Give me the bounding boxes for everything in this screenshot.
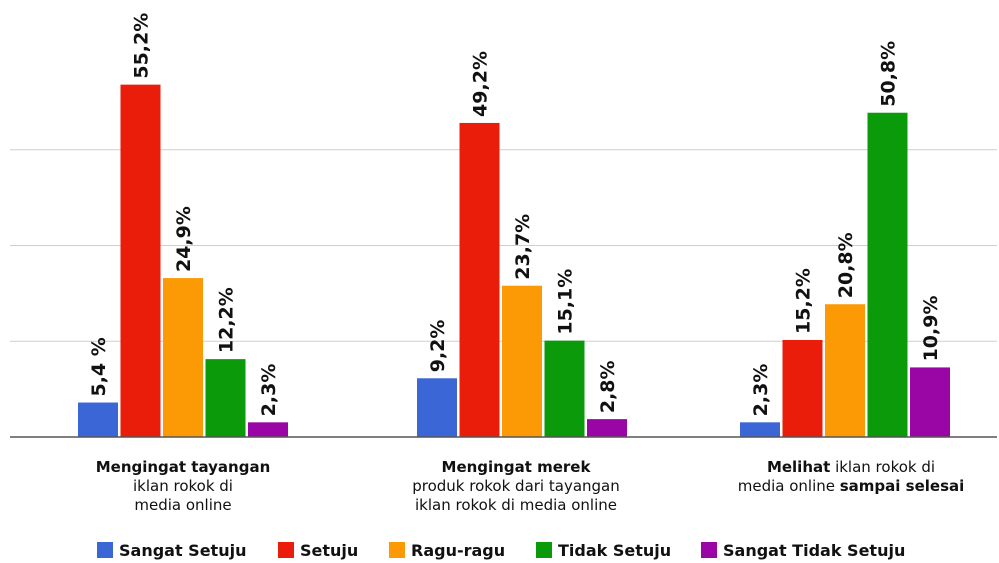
bar-sangat-tidak-setuju-3: [910, 367, 950, 437]
bar-sangat-setuju-3: [740, 422, 780, 437]
bar-value-label: 9,2%: [427, 320, 449, 373]
legend-item-sangat-tidak-setuju: Sangat Tidak Setuju: [701, 541, 905, 560]
legend-label: Setuju: [300, 541, 358, 560]
legend-swatch: [278, 542, 294, 558]
bar-ragu-ragu-1: [163, 278, 203, 437]
category-label-line: iklan rokok di: [133, 477, 233, 495]
bar-sangat-tidak-setuju-1: [248, 422, 288, 437]
legend-label: Sangat Tidak Setuju: [723, 541, 905, 560]
bar-value-labels: 5,4 % 9,2% 2,3% 55,2% 49,2% 15,2% 24,9% 23,7% 20…: [88, 13, 942, 417]
bar-value-label: 2,3%: [750, 364, 772, 417]
bar-tidak-setuju-3: [867, 112, 908, 437]
category-label-line: media online sampai selesai: [738, 477, 965, 495]
bar-ragu-ragu-3: [825, 304, 865, 437]
category-label-line: Mengingat merek: [442, 458, 592, 476]
legend-swatch: [536, 542, 552, 558]
bar-value-label: 2,3%: [258, 364, 280, 417]
bar-value-label: 49,2%: [470, 51, 492, 117]
bar-setuju-3: [782, 339, 823, 437]
bar-tidak-setuju-2: [544, 340, 585, 437]
bar-sangat-tidak-setuju-2: [587, 419, 627, 437]
legend-item-tidak-setuju: Tidak Setuju: [536, 541, 671, 560]
legend: Sangat Setuju Setuju Ragu-ragu Tidak Setuju…: [97, 541, 905, 560]
legend-label: Ragu-ragu: [411, 541, 505, 560]
bars: [78, 84, 950, 437]
bar-setuju-2: [459, 122, 500, 437]
bar-tidak-setuju-1: [205, 359, 246, 437]
bar-value-label: 24,9%: [173, 206, 195, 272]
legend-swatch: [701, 542, 717, 558]
category-label-line: media online: [134, 496, 231, 514]
bar-ragu-ragu-2: [502, 285, 542, 437]
bar-value-label: 23,7%: [512, 214, 534, 280]
bar-value-label: 55,2%: [131, 13, 153, 79]
bar-value-label: 5,4 %: [88, 337, 110, 396]
legend-swatch: [97, 542, 113, 558]
bar-setuju-1: [120, 84, 161, 437]
legend-item-ragu-ragu: Ragu-ragu: [389, 541, 505, 560]
bar-value-label: 20,8%: [835, 232, 857, 298]
legend-item-setuju: Setuju: [278, 541, 358, 560]
legend-label: Sangat Setuju: [119, 541, 246, 560]
legend-swatch: [389, 542, 405, 558]
legend-label: Tidak Setuju: [558, 541, 671, 560]
bar-sangat-setuju-2: [417, 378, 457, 437]
legend-item-sangat-setuju: Sangat Setuju: [97, 541, 246, 560]
category-label-line: Mengingat tayangan: [96, 458, 271, 476]
category-label-line: Melihat iklan rokok di: [767, 458, 935, 476]
bar-sangat-setuju-1: [78, 402, 118, 437]
category-label-line: produk rokok dari tayangan: [412, 477, 620, 495]
bar-value-label: 15,2%: [793, 268, 815, 334]
bar-value-label: 50,8%: [878, 41, 900, 107]
bar-value-label: 15,1%: [555, 269, 577, 335]
bar-value-label: 2,8%: [597, 360, 619, 413]
bar-value-label: 12,2%: [216, 287, 238, 353]
category-label-line: iklan rokok di media online: [415, 496, 617, 514]
bar-value-label: 10,9%: [920, 295, 942, 361]
